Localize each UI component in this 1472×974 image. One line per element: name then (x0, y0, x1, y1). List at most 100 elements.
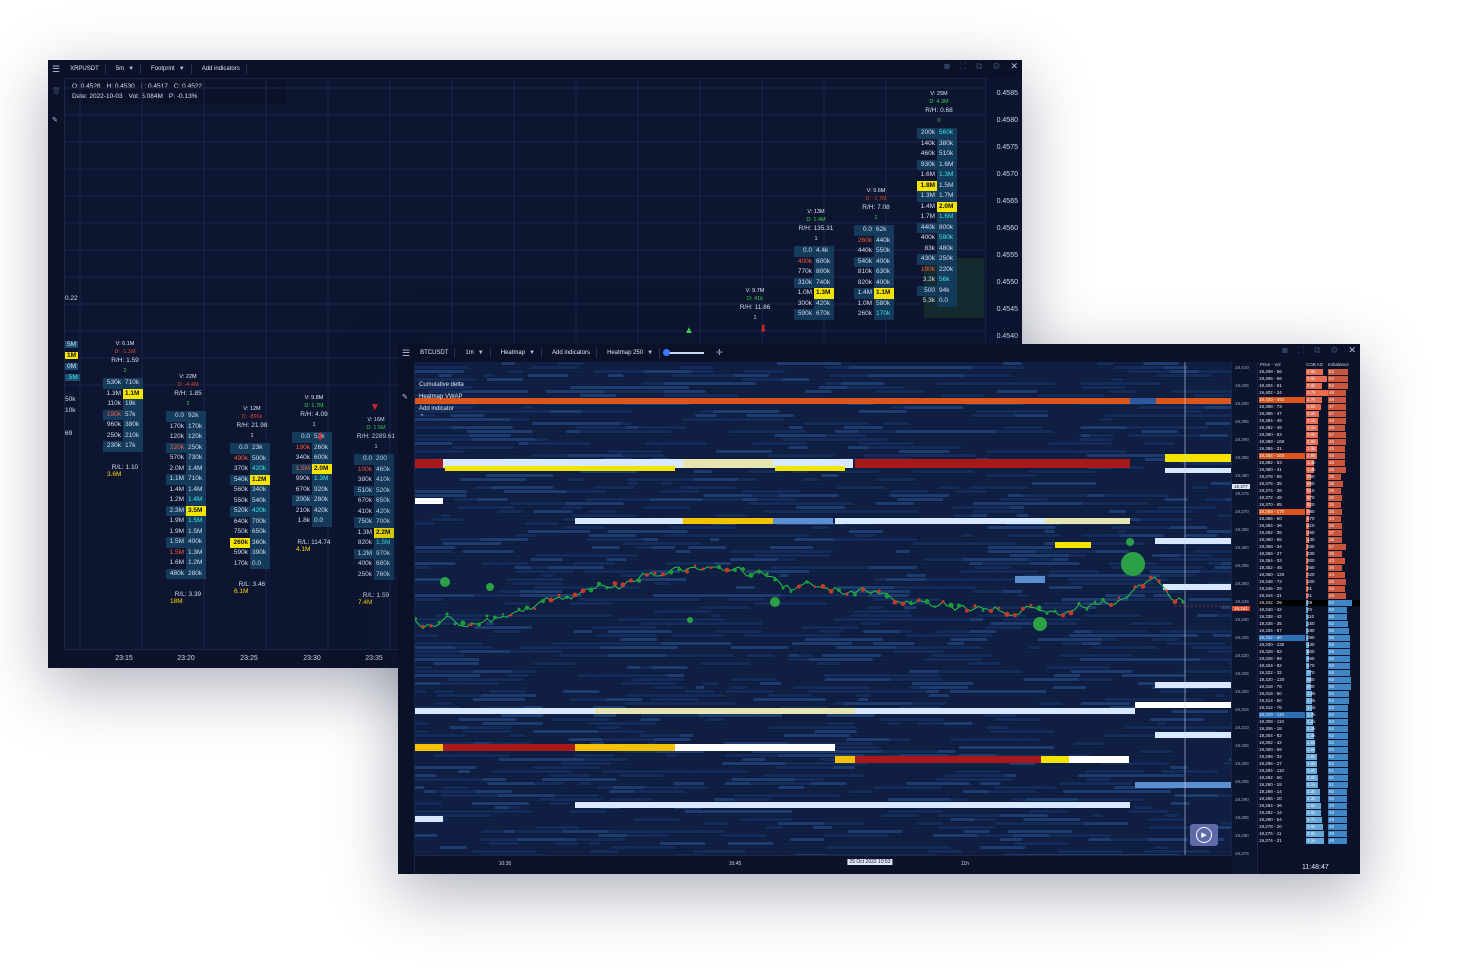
camera-icon[interactable]: ◙ (1282, 345, 1288, 355)
trade-bubble (437, 620, 441, 624)
pencil-icon[interactable]: ✎ (402, 394, 408, 401)
heatmap-cell (1080, 434, 1091, 437)
chart-type-selector[interactable]: Footprint ▼ (145, 64, 192, 74)
heatmap-cell (646, 442, 707, 445)
add-indicator-link[interactable]: Add indicator (419, 406, 455, 412)
heatmap-cell (1154, 846, 1168, 849)
heatmap-cell (1196, 422, 1207, 425)
fullscreen-icon[interactable]: ⛶ (1297, 345, 1304, 355)
close-icon[interactable]: ✕ (1010, 61, 1018, 71)
heatmap-cell (956, 566, 975, 569)
price-axis-label: 0.4540 (996, 333, 1018, 340)
heatmap-cell (454, 498, 477, 501)
imbalance-bar (1328, 446, 1346, 452)
footprint-row: 1.9M 1.5M (166, 516, 210, 527)
heatmap-cell (1128, 550, 1194, 553)
heatmap-cell (516, 470, 546, 473)
liquidity-band (835, 518, 1045, 524)
heatmap-cell (813, 818, 860, 821)
chart-type-selector[interactable]: Heatmap ▼ (495, 348, 543, 358)
orderbook-row: 19,332 - 60 290 58 (1258, 635, 1360, 641)
liquidity-band (415, 816, 443, 822)
popout-icon[interactable]: ⧉ (975, 61, 983, 71)
heatmap-cell (824, 366, 850, 369)
camera-icon[interactable]: ◙ (944, 61, 950, 71)
fullscreen-icon[interactable]: ⛶ (959, 61, 966, 71)
heatmap-cell (662, 514, 716, 517)
menu-icon[interactable]: ☰ (402, 347, 411, 358)
chevron-up-icon[interactable]: ⌃ (419, 414, 425, 421)
heatmap-cell (1133, 806, 1153, 809)
interval-selector[interactable]: 5m ▼ (110, 64, 142, 74)
slider-handle[interactable] (663, 349, 671, 356)
heatmap-window: ☰ BTCUSDT 1m ▼ Heatmap ▼ Add indicators He… (398, 344, 1360, 874)
trash-icon[interactable]: 🗑 (52, 88, 61, 95)
symbol-selector[interactable]: XRPUSDT (64, 64, 106, 74)
close-icon[interactable]: ✕ (1348, 345, 1356, 355)
menu-icon[interactable]: ☰ (52, 63, 61, 74)
imbalance-value: 52 (1329, 754, 1335, 759)
bid-cell: 83k (924, 244, 935, 252)
heatmap-cell (868, 566, 918, 569)
heatmap-cell (1093, 366, 1115, 369)
heatmap-cell (415, 510, 452, 513)
heatmap-cell (1113, 418, 1177, 421)
footprint-row: 200k 280k (292, 495, 336, 506)
heatmap-cell (415, 598, 444, 601)
orderbook-price-vol: 19,290 - 19 (1259, 782, 1282, 787)
pencil-icon[interactable]: ✎ (52, 117, 58, 124)
popout-icon[interactable]: ⧉ (1313, 345, 1321, 355)
symbol-selector[interactable]: BTCUSDT (414, 348, 456, 358)
orderbook-price-vol: 19,334 - 87 (1259, 628, 1282, 633)
heatmap-cell (1215, 578, 1232, 581)
heatmap-setting-selector[interactable]: Heatmap 250 ▼ (601, 348, 661, 358)
gear-icon[interactable]: ⚙ (992, 61, 1001, 71)
edge-value: .5M (65, 374, 80, 381)
cumulative-delta-label[interactable]: Cumulative delta (419, 382, 464, 388)
heatmap-cell (1062, 790, 1114, 793)
heatmap-cell (674, 546, 689, 549)
imbalance-bar (1328, 600, 1352, 606)
heatmap-cell (468, 366, 485, 369)
heatmap-cell (460, 422, 496, 425)
heatmap-cell (667, 674, 684, 677)
heatmap-cell (928, 698, 943, 701)
heatmap-cell (1207, 750, 1232, 753)
heatmap-cell (972, 366, 1026, 369)
heatmap-cell (483, 806, 496, 809)
gear-icon[interactable]: ⚙ (1330, 345, 1339, 355)
orderbook-price-vol: 19,342 - 29 (1259, 600, 1282, 605)
heatmap-vwap-label[interactable]: Heatmap VWAP (419, 394, 463, 400)
heatmap-cell (1132, 842, 1148, 845)
heatmap-cell (862, 666, 926, 669)
add-indicators-button[interactable]: Add indicators (196, 64, 247, 74)
heatmap-cell (1039, 738, 1061, 741)
heatmap-cell (1108, 390, 1136, 393)
heatmap-cell (913, 502, 973, 505)
footprint-row: 1.4M 2.0M (917, 201, 961, 212)
add-indicators-button[interactable]: Add indicators (546, 348, 598, 358)
heatmap-cell (1161, 770, 1218, 773)
column-volume: V: 12M (243, 406, 261, 412)
signal-arrow-icon: ⬇ (316, 432, 325, 443)
price-axis-label: 0.4545 (996, 306, 1018, 313)
heatmap-cell (665, 446, 733, 449)
heatmap-cell (972, 682, 1019, 685)
heatmap-cell (1069, 566, 1093, 569)
crosshair-icon[interactable]: ✛ (716, 348, 723, 357)
replay-button[interactable]: ▶ (1190, 824, 1218, 846)
ask-cell: 250k (186, 442, 206, 453)
heatmap-cell (450, 414, 485, 417)
heatmap-cell (1018, 658, 1080, 661)
heatmap-cell (668, 694, 725, 697)
interval-selector[interactable]: 1m ▼ (459, 348, 491, 358)
heatmap-cell (1046, 690, 1106, 693)
heatmap-intensity-slider[interactable] (663, 349, 705, 357)
heatmap-cell (1023, 794, 1074, 797)
heatmap-cell (415, 774, 437, 777)
orderbook-row: 19,338 - 42 110 50 (1258, 614, 1360, 620)
heatmap-cell (1090, 754, 1104, 757)
heatmap-cell (936, 746, 959, 749)
trade-bubble (677, 567, 681, 572)
heatmap-cell (1114, 498, 1165, 501)
